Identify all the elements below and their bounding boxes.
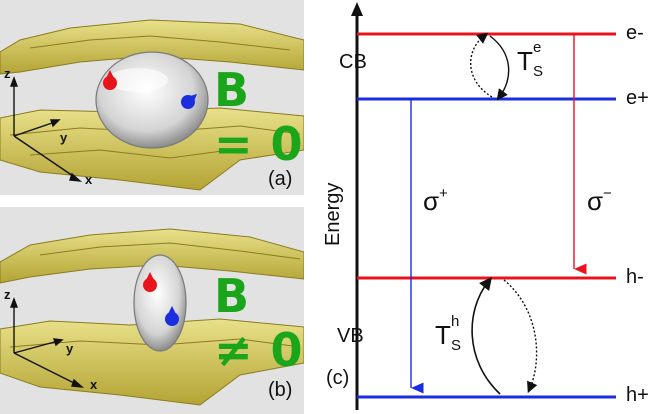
axis-y-label-a: y: [60, 130, 68, 145]
axis-x-label-b: x: [90, 377, 98, 392]
energy-axis-arrowhead: [351, 2, 363, 16]
field-label-a: B = 0: [214, 63, 304, 171]
quantum-dot-illustration-b: [0, 228, 304, 406]
electron-blue: [165, 312, 179, 326]
spin-flip-e-arc-dotted: [470, 32, 493, 98]
top-barrier-layer: [0, 19, 304, 75]
level-label-e-minus: e-: [626, 22, 644, 44]
electron-red: [143, 278, 157, 292]
band-label-cb: CB: [339, 51, 367, 73]
electron-blue: [181, 95, 195, 109]
electron-red: [103, 76, 117, 90]
band-label-vb: VB: [337, 325, 364, 347]
quantum-dot: [133, 254, 187, 352]
level-label-e-plus: e+: [626, 87, 649, 109]
spin-flip-e-arc-solid: [489, 35, 510, 101]
axis-z-label-a: z: [4, 66, 11, 81]
label-sigma-minus: σ−: [587, 185, 612, 216]
spin-flip-h-arc-solid: [471, 276, 501, 395]
energy-level-diagram: [351, 2, 616, 410]
axis-x-label-a: x: [85, 172, 93, 187]
spin-flip-h-arc-dotted: [503, 279, 538, 394]
field-label-b: B ≠ 0: [214, 269, 304, 377]
panel-a: z y x B = 0 (a): [0, 0, 304, 195]
top-barrier-layer: [0, 228, 304, 284]
level-label-h-plus: h+: [626, 384, 649, 406]
panel-label-a: (a): [268, 168, 293, 190]
panel-b: z y x B ≠ 0 (b): [0, 207, 304, 414]
axes-a: [9, 76, 83, 182]
panel-label-b: (b): [268, 379, 293, 401]
energy-axis-label: Energy: [322, 182, 344, 246]
panel-label-c: (c): [326, 367, 350, 389]
axes-b: [9, 297, 85, 388]
label-sigma-plus: σ+: [423, 185, 448, 216]
quantum-dot-illustration-a: [0, 19, 304, 191]
axis-z-label-b: z: [4, 287, 11, 302]
level-label-h-minus: h-: [626, 266, 644, 288]
axis-y-label-b: y: [66, 341, 74, 356]
